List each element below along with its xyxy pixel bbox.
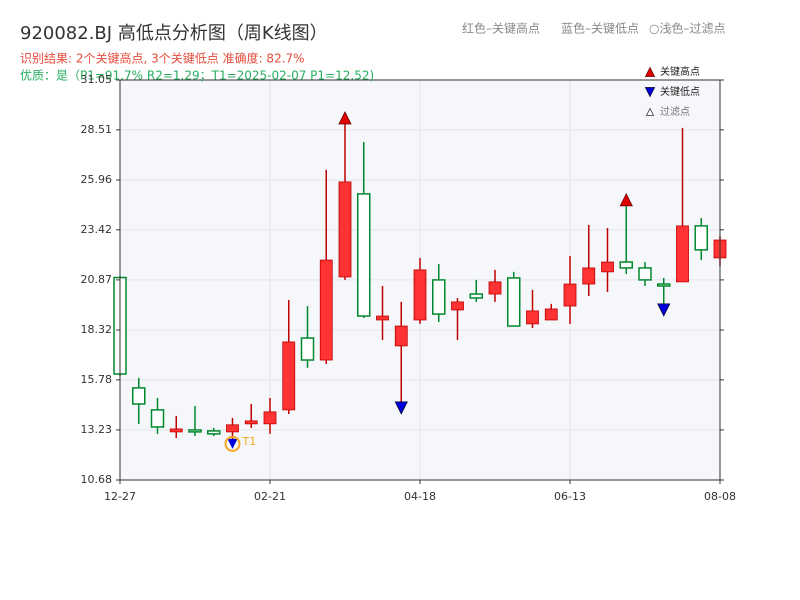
candle-body [469, 293, 483, 299]
key-low-marker [394, 401, 408, 415]
y-tick-label: 31.05 [81, 73, 113, 86]
candle-body [357, 193, 371, 317]
key-high-marker [619, 192, 633, 207]
candle-body [451, 301, 464, 311]
candle-body [376, 315, 389, 321]
key-high-marker [338, 111, 352, 125]
candle-body [432, 279, 446, 315]
header-note: 蓝色–关键低点 [561, 22, 639, 36]
x-tick-label: 06-13 [554, 490, 586, 503]
t1-label: T1 [242, 435, 257, 448]
y-tick-label: 18.32 [81, 323, 113, 336]
y-tick-label: 20.87 [81, 273, 113, 286]
header-note: 红色–关键高点 [462, 21, 540, 36]
subtitle: 优质：是（P1=91.7% R2=1.29；T1=2025-02-07 P1=1… [20, 69, 374, 83]
candle-body [338, 181, 352, 278]
y-tick-label: 25.96 [81, 173, 113, 186]
t1-marker [227, 438, 238, 449]
candle-body [169, 428, 183, 433]
legend-label: 过滤点 [660, 105, 690, 118]
candle-body [244, 420, 258, 425]
y-tick-label: 28.51 [81, 123, 113, 136]
legend-marker [644, 66, 656, 77]
candle-body [563, 283, 577, 307]
t1-ring [224, 435, 241, 452]
candle-body [507, 277, 521, 327]
legend-marker [645, 107, 655, 116]
candle-body [638, 267, 652, 281]
candle-body [207, 430, 221, 435]
candle-body [582, 267, 596, 285]
candle-body [657, 283, 671, 287]
y-tick-label: 23.42 [81, 223, 113, 236]
candle-body [619, 261, 633, 269]
x-tick-label: 12-27 [104, 490, 136, 503]
x-tick-label: 02-21 [254, 490, 286, 503]
marks [113, 111, 727, 452]
candle-body [226, 424, 239, 433]
y-tick-label: 15.78 [81, 373, 113, 386]
candle-body [282, 341, 296, 411]
y-tick-label: 10.68 [81, 473, 113, 486]
candle-body [601, 261, 614, 273]
x-tick-label: 04-18 [404, 490, 436, 503]
legend-marker [644, 87, 656, 98]
legend-label: 关键高点 [660, 65, 700, 78]
key-low-marker [657, 303, 671, 317]
candle-body [319, 259, 333, 361]
candle-body [394, 325, 408, 347]
header-note: ○浅色–过滤点 [649, 22, 725, 36]
legend-label: 关键低点 [660, 85, 700, 98]
candle-body [544, 308, 558, 321]
candle-body [188, 429, 202, 433]
candle-body [694, 225, 708, 251]
chart-title: 920082.BJ 高低点分析图（周K线图） [20, 23, 328, 44]
x-tick-label: 08-08 [704, 490, 736, 503]
candle-body [132, 387, 146, 405]
candle-body [488, 281, 502, 295]
y-tick-label: 13.23 [81, 423, 113, 436]
subtitle: 识别结果: 2个关键高点, 3个关键低点 准确度: 82.7% [20, 51, 305, 66]
candle-body [150, 409, 165, 428]
candle-body [676, 225, 689, 283]
candle-body [300, 337, 315, 361]
candle-body [263, 411, 277, 425]
candle-body [413, 269, 427, 321]
candle-body [526, 310, 539, 325]
